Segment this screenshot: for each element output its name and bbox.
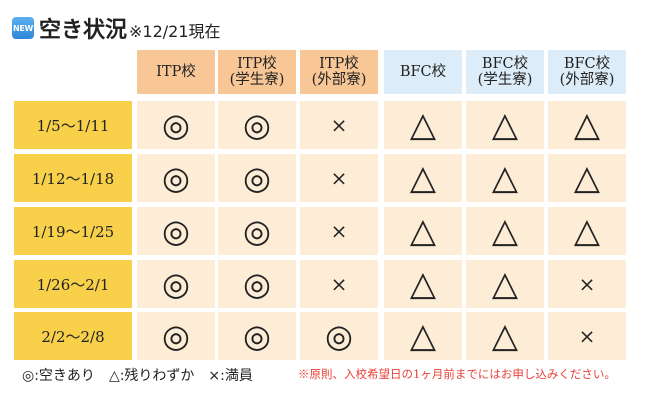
availability-cell: ◎ — [218, 207, 296, 255]
availability-cell: × — [300, 260, 378, 308]
column-header-label: ITP校 — [156, 64, 196, 80]
availability-cell: △ — [466, 101, 544, 149]
availability-cell: △ — [466, 260, 544, 308]
availability-cell: △ — [384, 101, 462, 149]
application-note: ※原則、入校希望日の1ヶ月前までにはお申し込みください。 — [298, 367, 616, 381]
availability-cell: ◎ — [218, 101, 296, 149]
as-of-date-note: ※12/21現在 — [129, 22, 221, 41]
row-label: 1/5〜1/11 — [14, 101, 132, 149]
availability-cell: ◎ — [137, 260, 215, 308]
legend-available: ◎:空きあり — [22, 368, 95, 384]
new-badge-icon: NEW — [12, 17, 34, 39]
column-header-sublabel: (外部寮) — [311, 72, 367, 88]
column-header-1: ITP校 — [137, 50, 215, 94]
column-header-label: BFC校 — [399, 64, 447, 80]
row-label: 1/19〜1/25 — [14, 207, 132, 255]
availability-cell: △ — [384, 154, 462, 202]
column-header-label: BFC校 — [563, 56, 611, 72]
availability-cell: × — [300, 101, 378, 149]
legend-full: ×:満員 — [208, 368, 253, 384]
column-header-5: BFC校 (学生寮) — [466, 50, 544, 94]
row-label: 1/26〜2/1 — [14, 260, 132, 308]
row-label: 1/12〜1/18 — [14, 154, 132, 202]
column-header-3: ITP校 (外部寮) — [300, 50, 378, 94]
availability-cell: △ — [466, 207, 544, 255]
column-header-label: BFC校 — [481, 56, 529, 72]
availability-cell: × — [300, 154, 378, 202]
availability-cell: ◎ — [218, 154, 296, 202]
page-title: 空き状況 — [39, 18, 128, 43]
availability-cell: × — [548, 312, 626, 360]
column-header-label: ITP校 — [319, 56, 359, 72]
availability-cell: ◎ — [218, 312, 296, 360]
column-header-6: BFC校 (外部寮) — [548, 50, 626, 94]
column-header-4: BFC校 — [384, 50, 462, 94]
availability-cell: ◎ — [300, 312, 378, 360]
availability-cell: × — [548, 260, 626, 308]
availability-cell: △ — [548, 207, 626, 255]
availability-cell: ◎ — [137, 101, 215, 149]
column-header-label: ITP校 — [237, 56, 277, 72]
availability-cell: ◎ — [137, 312, 215, 360]
availability-cell: △ — [466, 154, 544, 202]
availability-cell: ◎ — [137, 207, 215, 255]
availability-cell: △ — [466, 312, 544, 360]
title-row: NEW 空き状況 ※12/21現在 — [12, 14, 221, 43]
availability-cell: ◎ — [218, 260, 296, 308]
column-header-sublabel: (学生寮) — [229, 72, 285, 88]
column-header-sublabel: (外部寮) — [559, 72, 615, 88]
column-header-sublabel: (学生寮) — [477, 72, 533, 88]
availability-cell: △ — [384, 312, 462, 360]
availability-cell: △ — [548, 154, 626, 202]
row-label: 2/2〜2/8 — [14, 312, 132, 360]
legend: ◎:空きあり △:残りわずか ×:満員 — [22, 364, 267, 386]
availability-cell: × — [300, 207, 378, 255]
availability-cell: △ — [384, 260, 462, 308]
column-header-2: ITP校 (学生寮) — [218, 50, 296, 94]
availability-cell: △ — [548, 101, 626, 149]
legend-few-left: △:残りわずか — [108, 368, 195, 384]
availability-cell: △ — [384, 207, 462, 255]
availability-cell: ◎ — [137, 154, 215, 202]
